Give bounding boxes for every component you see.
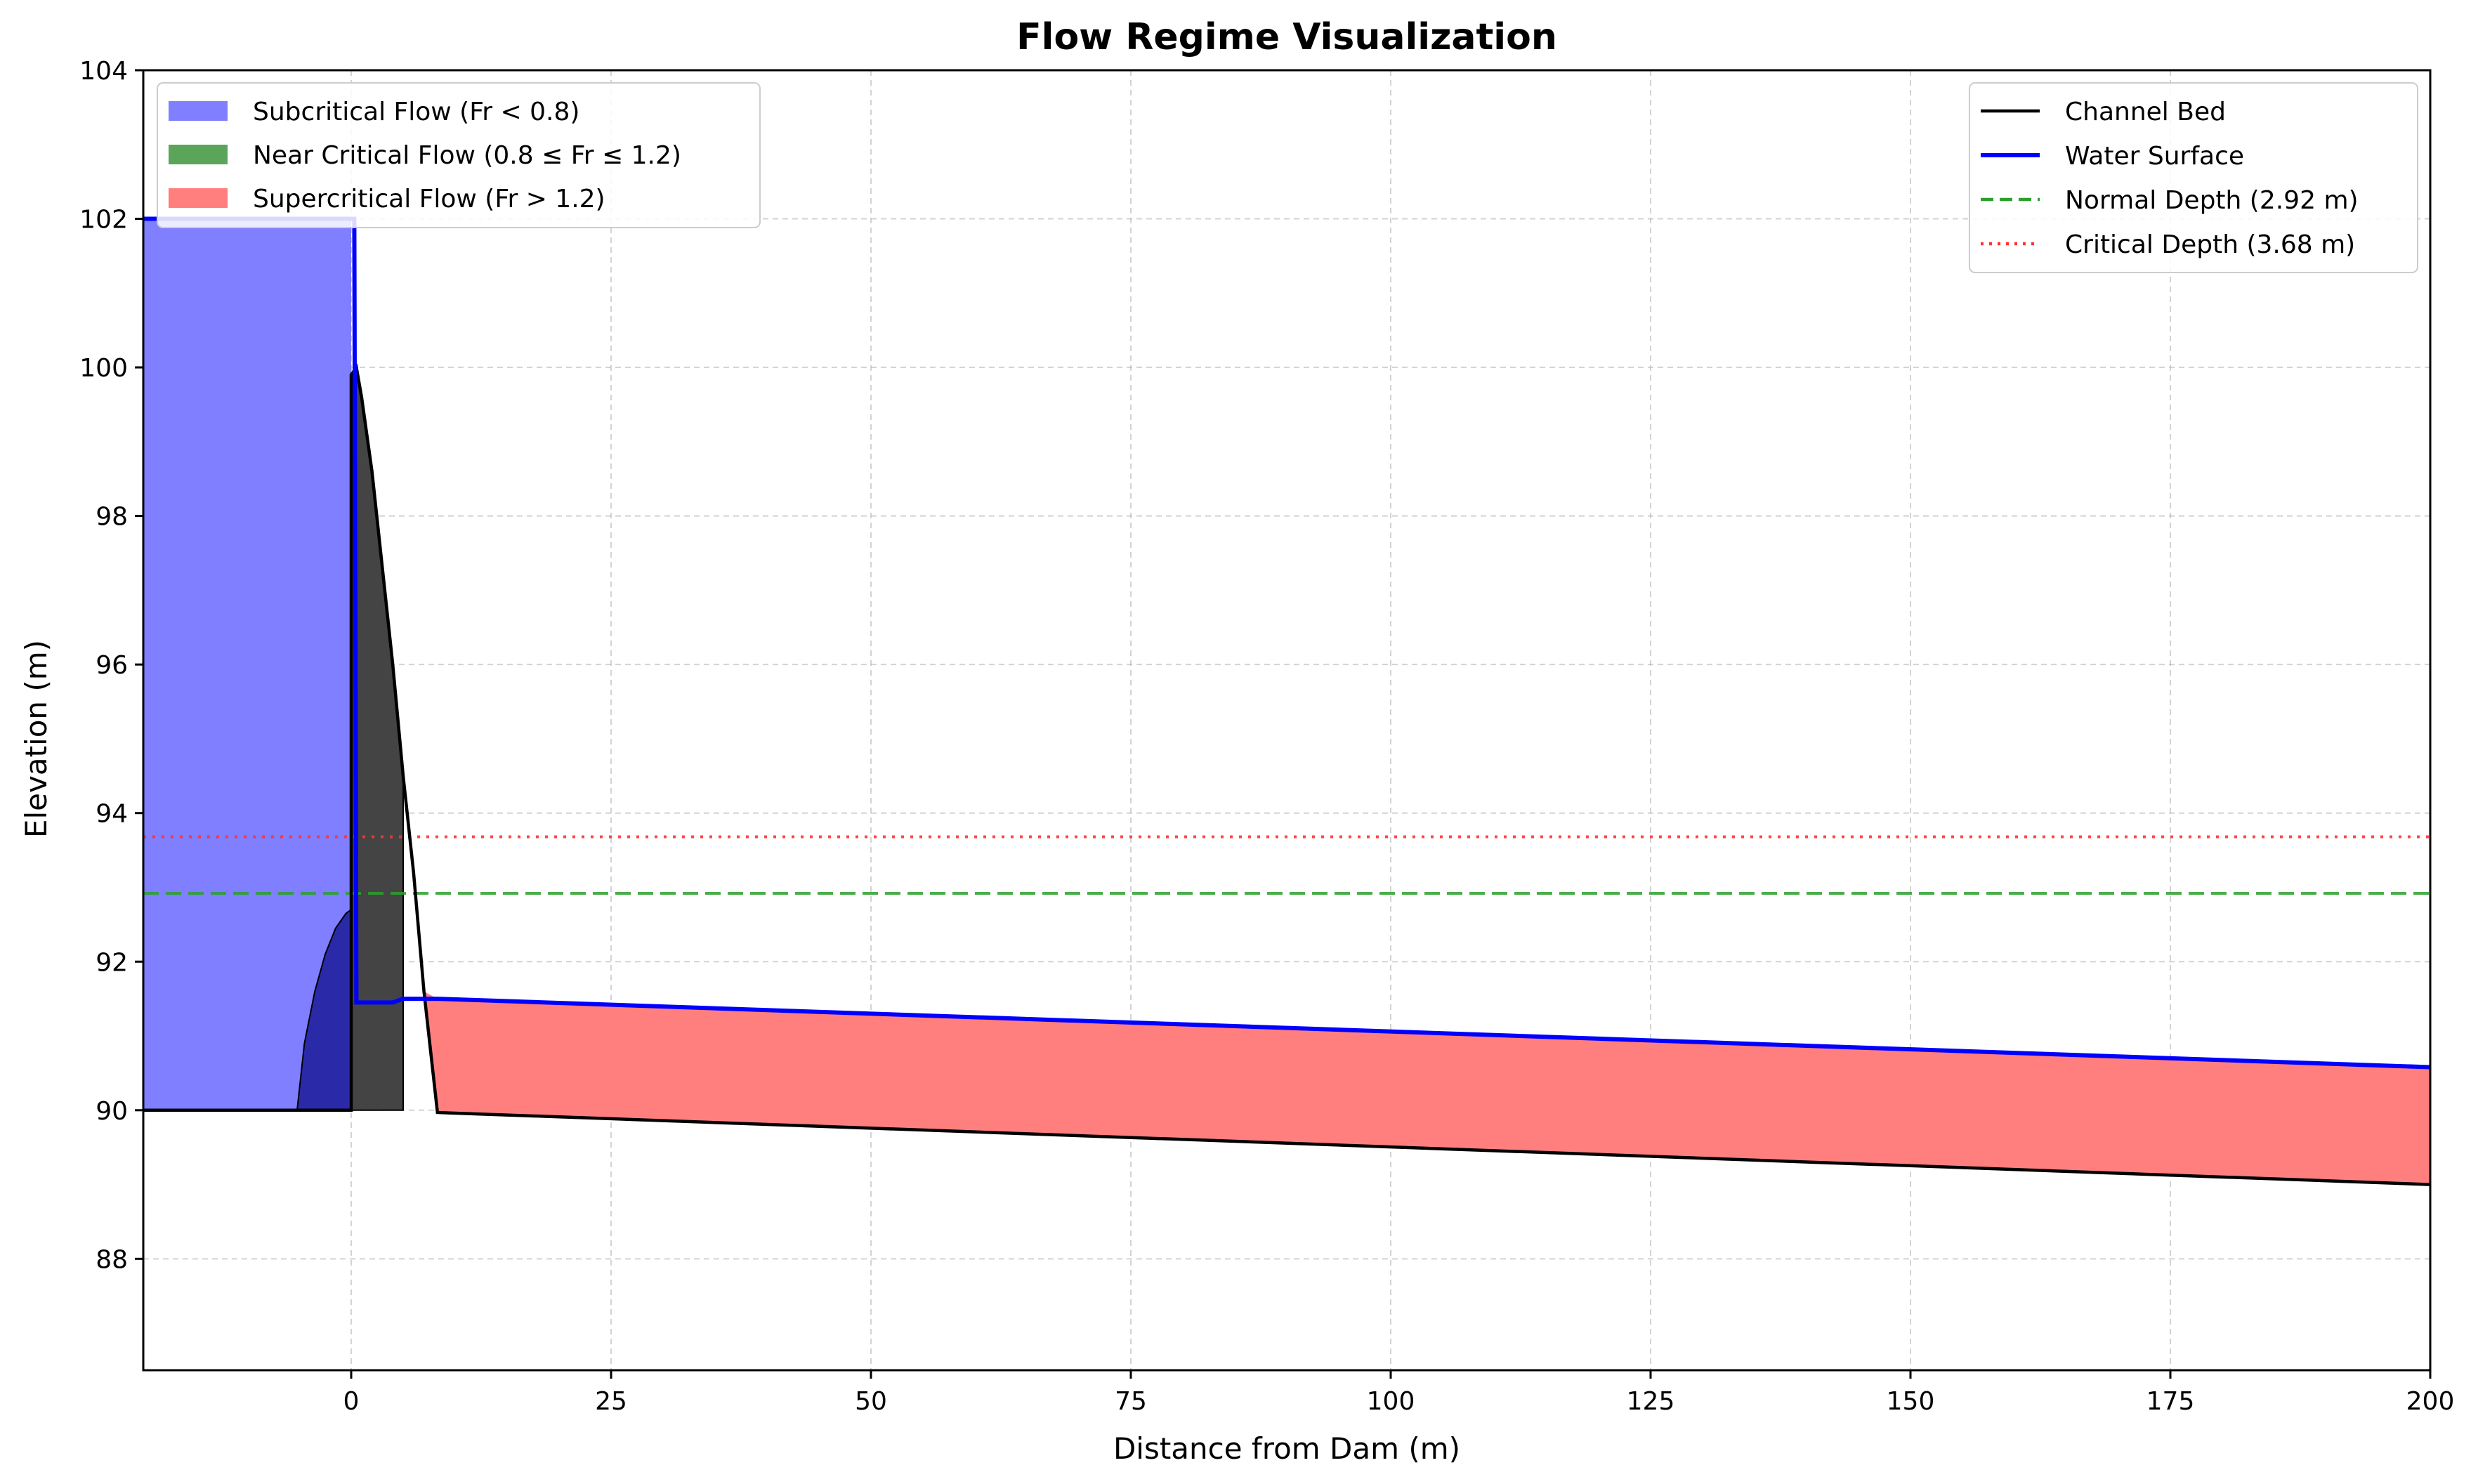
x-tick-label: 125 bbox=[1627, 1387, 1675, 1416]
plot-frame bbox=[142, 69, 2432, 1372]
legend-patch bbox=[169, 145, 228, 164]
x-tick-label: 75 bbox=[1115, 1387, 1147, 1416]
y-tick-label: 92 bbox=[96, 948, 128, 977]
x-tick-label: 0 bbox=[343, 1387, 360, 1416]
y-axis-label: Elevation (m) bbox=[19, 640, 53, 838]
subcritical-region bbox=[143, 218, 351, 1110]
legend-entry-label: Channel Bed bbox=[2065, 98, 2226, 126]
y-tick-label: 104 bbox=[79, 57, 128, 86]
y-tick-label: 90 bbox=[96, 1097, 128, 1126]
y-tick-label: 94 bbox=[96, 800, 128, 829]
legend-patch bbox=[169, 188, 228, 208]
supercritical-region bbox=[403, 775, 2430, 1185]
channel-bed-line bbox=[143, 363, 2431, 1186]
legend-left-box bbox=[157, 82, 761, 228]
y-axis: 88 90 92 94 96 98 100 102 104 bbox=[79, 57, 143, 1274]
legend-entry-label: Subcritical Flow (Fr < 0.8) bbox=[253, 98, 579, 126]
y-tick-label: 88 bbox=[96, 1245, 128, 1274]
legend-entry-label: Water Surface bbox=[2065, 142, 2244, 171]
x-tick-label: 50 bbox=[855, 1387, 887, 1416]
plot-area bbox=[142, 69, 2432, 1372]
data-layer bbox=[143, 216, 2431, 1186]
y-tick-label: 100 bbox=[79, 354, 128, 383]
legend-entry-label: Supercritical Flow (Fr > 1.2) bbox=[253, 185, 605, 214]
legend-entry-label: Near Critical Flow (0.8 ≤ Fr ≤ 1.2) bbox=[253, 141, 681, 170]
legend-entry-label: Normal Depth (2.92 m) bbox=[2065, 186, 2359, 215]
x-tick-label: 200 bbox=[2406, 1387, 2455, 1416]
x-tick-label: 175 bbox=[2146, 1387, 2195, 1416]
x-tick-label: 25 bbox=[595, 1387, 627, 1416]
y-tick-label: 98 bbox=[96, 503, 128, 532]
legend-patch bbox=[169, 101, 228, 121]
legend-right-box bbox=[1969, 82, 2418, 273]
legend-entry-label: Critical Depth (3.68 m) bbox=[2065, 230, 2355, 259]
x-axis-label: Distance from Dam (m) bbox=[1113, 1431, 1460, 1466]
x-axis: 0 25 50 75 100 125 150 175 200 bbox=[343, 1370, 2455, 1416]
legend-lines: Channel Bed Water Surface Normal Depth (2.… bbox=[1969, 82, 2418, 273]
legend-flow-regimes: Subcritical Flow (Fr < 0.8) Near Critical… bbox=[157, 82, 761, 228]
x-tick-label: 150 bbox=[1887, 1387, 1935, 1416]
y-tick-label: 102 bbox=[79, 206, 128, 235]
y-tick-label: 96 bbox=[96, 651, 128, 680]
x-tick-label: 100 bbox=[1367, 1387, 1415, 1416]
chart-title: Flow Regime Visualization bbox=[1016, 16, 1557, 58]
